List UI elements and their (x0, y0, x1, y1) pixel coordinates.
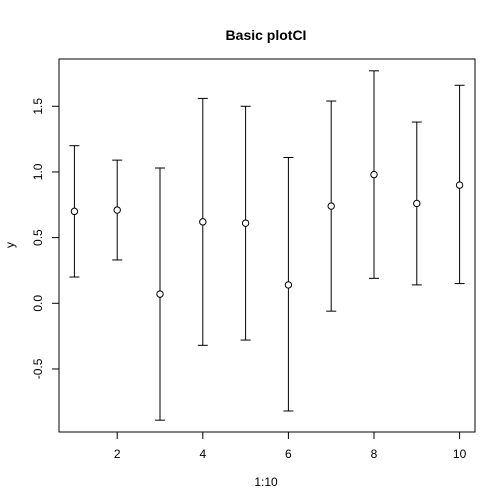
y-tick-label: 1.0 (31, 163, 45, 180)
y-axis: -0.5 0.0 0.5 1.0 1.5 (31, 98, 59, 380)
x-tick-label: 2 (114, 447, 121, 461)
y-tick-label: -0.5 (31, 358, 45, 379)
x-axis: 2 4 6 8 10 (114, 432, 467, 461)
x-tick-label: 4 (199, 447, 206, 461)
y-axis-label: y (3, 242, 17, 248)
data-point (456, 182, 462, 188)
data-point (200, 219, 206, 225)
y-tick-label: 1.5 (31, 98, 45, 115)
data-point (285, 282, 291, 288)
x-axis-label: 1:10 (254, 475, 278, 489)
data-points (71, 171, 463, 297)
x-tick-label: 8 (371, 447, 378, 461)
x-tick-label: 10 (453, 447, 467, 461)
data-point (242, 220, 248, 226)
plot-frame (59, 59, 475, 432)
chart-title: Basic plotCI (226, 27, 307, 43)
error-bars (69, 71, 464, 420)
x-tick-label: 6 (285, 447, 292, 461)
data-point (414, 200, 420, 206)
y-tick-label: 0.0 (31, 295, 45, 312)
data-point (157, 291, 163, 297)
data-point (114, 207, 120, 213)
data-point (71, 208, 77, 214)
y-tick-label: 0.5 (31, 229, 45, 246)
data-point (328, 203, 334, 209)
data-point (371, 171, 377, 177)
